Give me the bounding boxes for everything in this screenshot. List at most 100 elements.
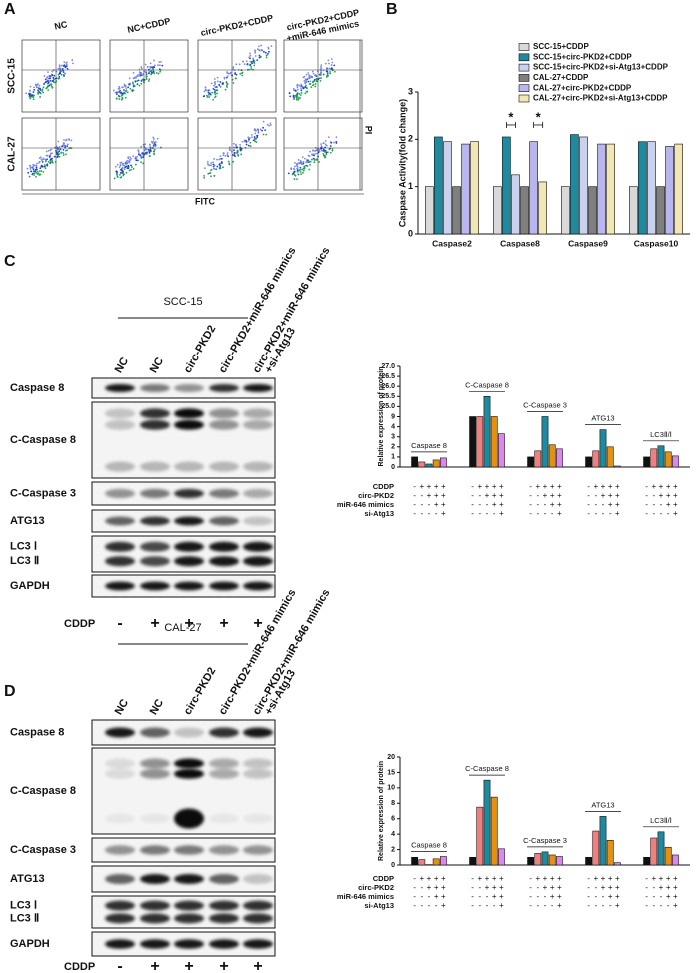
condition-sign: + [550,883,555,892]
condition-sign: + [615,491,620,500]
flow-dot [304,92,307,95]
blot-band [209,488,239,499]
flow-dot [33,172,36,175]
condition-sign: + [434,892,439,901]
flow-dot [149,149,152,152]
blot-band [243,900,273,911]
flow-dot [41,161,44,163]
flow-dot [57,73,60,76]
legend-swatch [518,43,530,51]
flow-dot [41,90,44,92]
condition-sign: + [419,874,424,883]
category-label: Caspase 8 [411,441,447,450]
bar [628,186,638,235]
flow-frame [21,117,101,191]
flow-dot [206,160,209,163]
flow-dot [129,156,132,159]
flow-dot [57,67,60,70]
flow-dot [307,154,310,157]
flow-dot [241,71,244,74]
condition-sign: + [659,491,664,500]
bar [638,141,647,235]
flow-dot [61,145,64,148]
flow-dot [161,64,164,67]
flow-dot [127,156,130,159]
condition-sign: - [551,901,554,910]
flow-plot [283,117,363,191]
flow-dot [295,163,298,165]
flow-dot [258,54,261,57]
bar [613,862,621,866]
flow-dot [204,86,207,89]
flow-dot [298,162,301,165]
flow-dot [250,68,253,70]
flow-dot [232,66,235,69]
condition-sign: + [427,482,432,491]
condition-sign: + [485,883,490,892]
flow-dot [207,91,210,94]
condition-sign: + [543,874,548,883]
condition-sign: - [413,883,416,892]
bar [432,459,440,468]
flow-dot [305,90,308,93]
flow-dot [238,63,241,66]
flow-dot [324,140,327,142]
flow-dot [296,94,299,97]
flow-dot [126,162,129,165]
flow-row-label: CAL-27 [7,136,18,171]
flow-dot [120,161,123,164]
flow-dot [206,94,208,97]
flow-dot [211,91,214,94]
flow-dot [312,72,315,75]
condition-sign: - [602,892,605,901]
flow-frame [109,39,189,113]
flow-dot [145,153,148,155]
protein-label: GAPDH [10,938,50,950]
condition-sign: + [673,500,678,509]
condition-sign: - [420,892,423,901]
flow-dot [210,162,213,165]
blot-band [105,758,135,769]
condition-sign: - [594,883,597,892]
category-label: Caspase2 [432,238,472,248]
bar [671,854,679,866]
flow-dot [62,152,65,154]
legend-label: CAL-27+circ-PKD2+CDDP [533,83,632,92]
flow-dot [206,162,209,165]
flow-dot [122,164,125,167]
flow-dot [209,172,212,174]
condition-sign: + [666,892,671,901]
flow-dot [204,88,207,91]
flow-dot [144,63,147,66]
condition-sign: + [615,874,620,883]
flow-dot [209,93,212,96]
flow-dot [302,86,304,89]
flow-dot [136,83,139,86]
bar [606,446,614,468]
bar [502,136,511,235]
condition-sign: - [478,509,481,518]
flow-dot [39,96,42,98]
condition-sign: + [666,500,671,509]
condition-sign: - [660,500,663,509]
panel-letter: B [386,1,398,18]
flow-dot [311,153,313,156]
flow-dot [42,91,45,94]
flow-dot [203,177,206,179]
flow-dot [306,165,309,167]
flow-dot [47,81,50,84]
bar [643,856,651,866]
flow-dot [157,72,160,75]
condition-sign: + [557,892,562,901]
condition-sign: - [587,482,590,491]
blot-band [105,727,135,738]
flow-dot [65,149,68,152]
flow-dot [132,155,135,158]
flow-dot [320,143,322,145]
flow-dot [53,74,56,77]
y-tick-label: 1 [408,181,413,191]
flow-dot [252,57,255,60]
flow-dot [295,164,298,167]
flow-dot [42,157,45,160]
